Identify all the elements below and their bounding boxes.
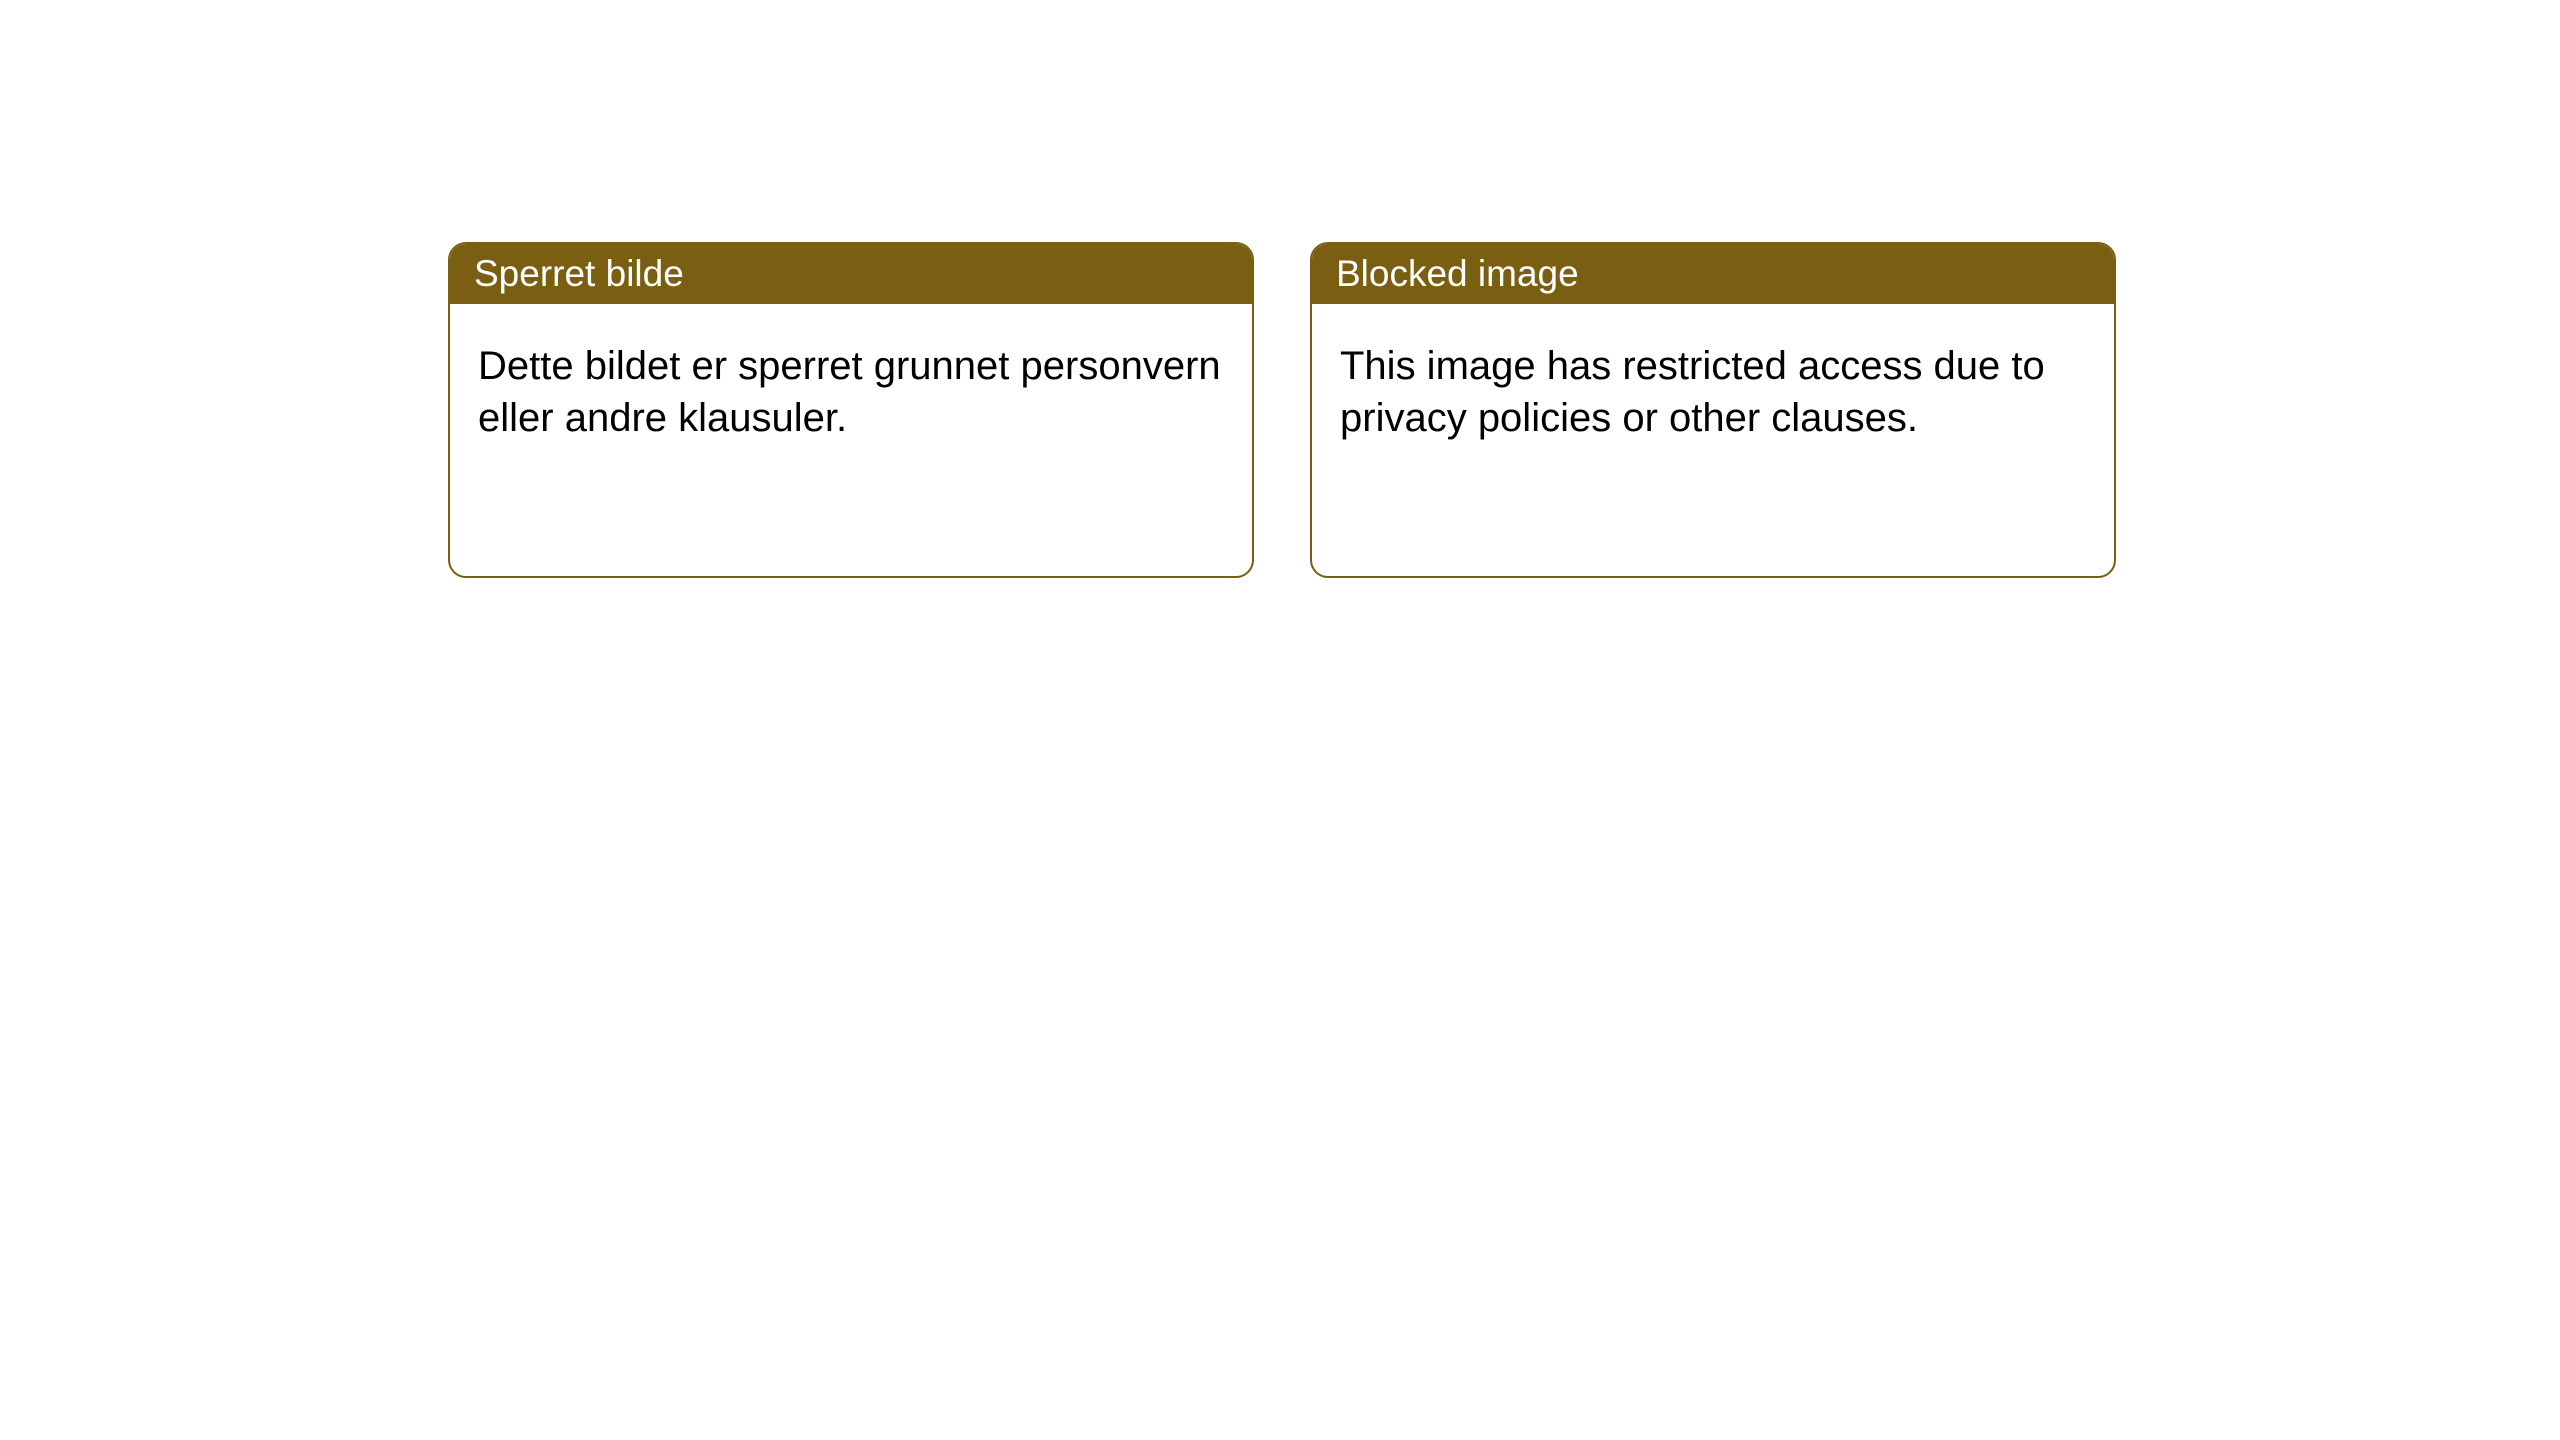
notice-body: Dette bildet er sperret grunnet personve… bbox=[450, 304, 1252, 480]
notice-card-english: Blocked image This image has restricted … bbox=[1310, 242, 2116, 578]
notice-message: Dette bildet er sperret grunnet personve… bbox=[478, 344, 1221, 440]
notice-title: Blocked image bbox=[1336, 253, 1579, 295]
notice-container: Sperret bilde Dette bildet er sperret gr… bbox=[0, 0, 2560, 578]
notice-card-norwegian: Sperret bilde Dette bildet er sperret gr… bbox=[448, 242, 1254, 578]
notice-header: Blocked image bbox=[1312, 244, 2114, 304]
notice-title: Sperret bilde bbox=[474, 253, 684, 295]
notice-body: This image has restricted access due to … bbox=[1312, 304, 2114, 480]
notice-message: This image has restricted access due to … bbox=[1340, 344, 2045, 440]
notice-header: Sperret bilde bbox=[450, 244, 1252, 304]
